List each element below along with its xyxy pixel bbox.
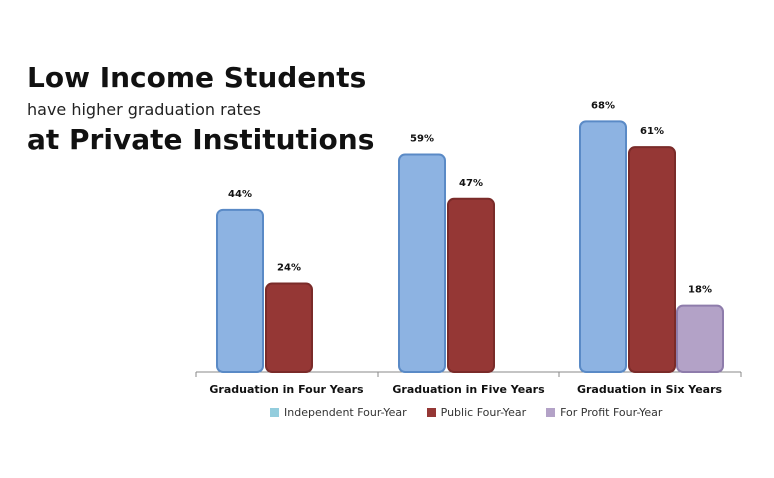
bar-independent-four-year-1: [398, 153, 446, 373]
legend-item: Independent Four-Year: [270, 406, 407, 419]
data-label: 18%: [688, 285, 712, 296]
x-axis-category-label: Graduation in Four Years: [209, 383, 364, 396]
headline-title-secondary: at Private Institutions: [27, 123, 375, 156]
x-axis-category-label: Graduation in Five Years: [392, 383, 545, 396]
data-label: 68%: [591, 100, 615, 111]
headline-title: Low Income Students: [27, 61, 367, 94]
headline-block: Low Income Students have higher graduati…: [27, 61, 387, 157]
legend-label: For Profit Four-Year: [560, 406, 663, 419]
legend-swatch: [546, 408, 556, 417]
bar-public-four-year-2: [628, 146, 676, 373]
bar-independent-four-year-0: [216, 208, 264, 373]
bar-public-four-year-1: [447, 197, 495, 373]
legend-swatch: [426, 408, 436, 417]
data-label: 59%: [410, 134, 434, 145]
data-label: 61%: [640, 126, 664, 137]
data-label: 44%: [228, 189, 252, 200]
legend-swatch: [270, 408, 279, 417]
bar-public-four-year-0: [265, 282, 313, 373]
bar-for-profit-four-year-2: [676, 304, 724, 373]
legend-label: Public Four-Year: [440, 406, 527, 419]
data-label: 47%: [459, 178, 483, 189]
legend-item: For Profit Four-Year: [546, 406, 662, 419]
chart-legend: Independent Four-Year Public Four-Year For…: [270, 406, 710, 419]
data-label: 24%: [277, 263, 301, 274]
x-axis-category-label: Graduation in Six Years: [577, 383, 723, 396]
legend-item: Public Four-Year: [426, 406, 527, 419]
legend-label: Independent Four-Year: [284, 406, 407, 419]
bar-independent-four-year-2: [579, 120, 627, 373]
headline-subtitle: have higher graduation rates: [27, 100, 261, 119]
